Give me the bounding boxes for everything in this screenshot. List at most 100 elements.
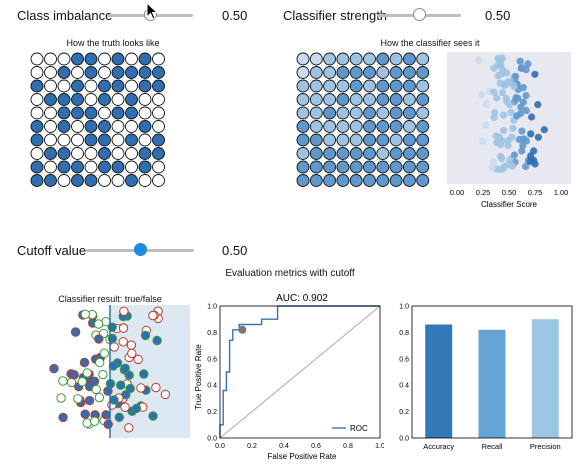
truth-dot: [44, 66, 57, 79]
result-dot: [116, 380, 126, 390]
score-dot: [540, 126, 548, 134]
result-dot: [120, 402, 130, 413]
result-dot: [125, 383, 135, 394]
score-tick-label: 0.25: [476, 188, 491, 197]
classifier-dot: [309, 66, 323, 79]
score-dot: [500, 111, 508, 119]
classifier-dot: [376, 52, 390, 66]
result-dot: [109, 342, 119, 352]
classifier-dot: [349, 79, 363, 93]
result-dot: [151, 382, 161, 393]
truth-dot: [44, 147, 57, 160]
classifier-dot: [363, 133, 376, 147]
truth-dot: [152, 133, 165, 147]
result-dot: [84, 395, 95, 406]
result-dot: [148, 310, 158, 321]
score-dot: [522, 162, 530, 171]
cutoff-slider[interactable]: [86, 243, 194, 257]
classifier-dot: [323, 79, 337, 93]
cutoff-label: Cutoff value: [17, 243, 87, 258]
result-dot: [152, 335, 162, 346]
classifier-dot: [416, 174, 430, 187]
classifier-dot: [296, 147, 310, 160]
truth-dot: [84, 160, 98, 174]
truth-dot: [125, 147, 138, 160]
classifier-dot: [376, 120, 390, 133]
bar-ytick-label: 1.0: [399, 304, 409, 311]
result-dot: [148, 411, 158, 421]
classifier-strength-label: Classifier strength: [283, 8, 388, 23]
bar-precision: [531, 319, 559, 438]
truth-dot: [98, 52, 111, 66]
truth-dot: [84, 52, 98, 66]
classifier-dot: [402, 147, 416, 160]
classifier-dot: [376, 160, 390, 174]
truth-dot: [152, 147, 165, 160]
truth-dot: [44, 93, 57, 106]
truth-dot: [98, 79, 111, 93]
result-dot: [119, 306, 129, 316]
classifier-dot: [402, 133, 416, 147]
result-dot: [70, 327, 81, 337]
truth-dot: [152, 160, 165, 174]
classifier-dot: [296, 66, 310, 79]
truth-dot: [111, 52, 125, 66]
result-dot: [109, 395, 119, 405]
classifier-dot: [296, 120, 310, 133]
result-dot: [77, 377, 87, 387]
truth-dot: [30, 174, 44, 187]
truth-dot: [71, 160, 84, 174]
classifier-dot: [376, 174, 390, 187]
truth-dot: [57, 147, 71, 160]
classifier-dot: [389, 160, 403, 174]
score-dot: [517, 64, 525, 72]
result-dot: [118, 323, 129, 333]
classifier-strength-slider[interactable]: [377, 8, 461, 22]
classifier-score-plot: 0.00 0.25 0.50 0.75 1.00 Classifier Score: [447, 52, 571, 209]
classifier-dot: [363, 160, 376, 174]
score-dot: [534, 101, 542, 109]
truth-dot: [125, 160, 138, 174]
score-dot: [531, 70, 539, 78]
score-dot: [482, 121, 490, 129]
classifier-dot: [309, 52, 323, 66]
truth-dot: [98, 120, 111, 133]
truth-dot: [44, 160, 57, 174]
result-dot: [133, 354, 143, 365]
slider-thumb[interactable]: [133, 243, 147, 256]
result-dot: [140, 330, 151, 341]
truth-dot: [57, 106, 71, 120]
classifier-dot: [416, 93, 430, 106]
truth-dot: [44, 79, 57, 93]
truth-dot: [30, 133, 44, 147]
truth-dot: [138, 133, 152, 147]
classifier-dot: [296, 79, 310, 93]
result-dot: [108, 361, 119, 371]
score-dot: [518, 127, 526, 135]
score-dot: [527, 130, 535, 138]
classifier-dot: [309, 160, 323, 174]
truth-dot: [138, 174, 152, 187]
slider-thumb[interactable]: [412, 8, 426, 21]
score-dot: [482, 100, 490, 108]
classifier-dot: [296, 52, 310, 66]
result-dot: [94, 334, 104, 344]
classifier-dot: [349, 66, 363, 79]
classifier-dot: [402, 93, 416, 106]
score-dot: [512, 72, 520, 80]
truth-dot: [152, 120, 165, 133]
class-imbalance-label: Class imbalance: [17, 8, 113, 23]
roc-axes-frame: [219, 305, 381, 439]
score-dot: [498, 70, 506, 78]
score-dot: [504, 160, 512, 168]
classifier-dot: [389, 133, 403, 147]
score-dot: [494, 54, 502, 62]
truth-dot: [84, 174, 98, 187]
truth-dot: [30, 93, 44, 106]
classifier-dot: [402, 174, 416, 187]
score-dot: [515, 135, 523, 144]
result-dot: [127, 348, 137, 359]
score-dot: [522, 106, 530, 115]
truth-dot: [98, 106, 111, 120]
score-dot: [510, 151, 518, 159]
